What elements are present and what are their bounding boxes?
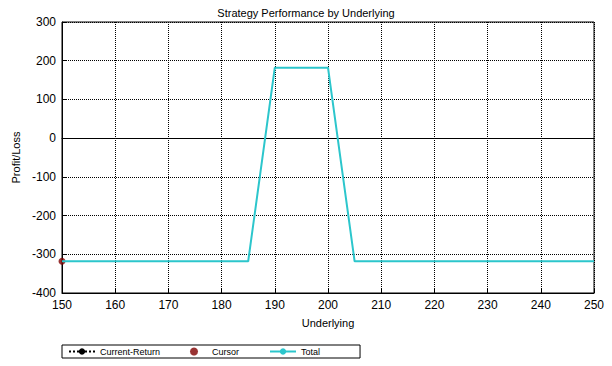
svg-text:180: 180 [212, 298, 232, 312]
svg-text:190: 190 [265, 298, 285, 312]
svg-text:230: 230 [478, 298, 498, 312]
svg-text:300: 300 [36, 15, 56, 29]
svg-text:Total: Total [301, 347, 320, 357]
svg-text:150: 150 [52, 298, 72, 312]
svg-text:-300: -300 [32, 247, 56, 261]
svg-text:-200: -200 [32, 209, 56, 223]
svg-text:170: 170 [158, 298, 178, 312]
svg-text:240: 240 [531, 298, 551, 312]
svg-text:210: 210 [371, 298, 391, 312]
svg-text:160: 160 [105, 298, 125, 312]
svg-text:220: 220 [424, 298, 444, 312]
svg-text:100: 100 [36, 92, 56, 106]
svg-text:-100: -100 [32, 170, 56, 184]
svg-text:Profit/Loss: Profit/Loss [10, 131, 22, 183]
svg-text:Current-Return: Current-Return [100, 347, 160, 357]
svg-text:200: 200 [36, 54, 56, 68]
svg-text:Underlying: Underlying [302, 317, 355, 329]
svg-text:0: 0 [49, 131, 56, 145]
svg-text:Cursor: Cursor [212, 347, 239, 357]
svg-text:250: 250 [584, 298, 604, 312]
svg-text:200: 200 [318, 298, 338, 312]
svg-text:-400: -400 [32, 286, 56, 300]
svg-text:Strategy Performance by Underl: Strategy Performance by Underlying [217, 7, 394, 19]
